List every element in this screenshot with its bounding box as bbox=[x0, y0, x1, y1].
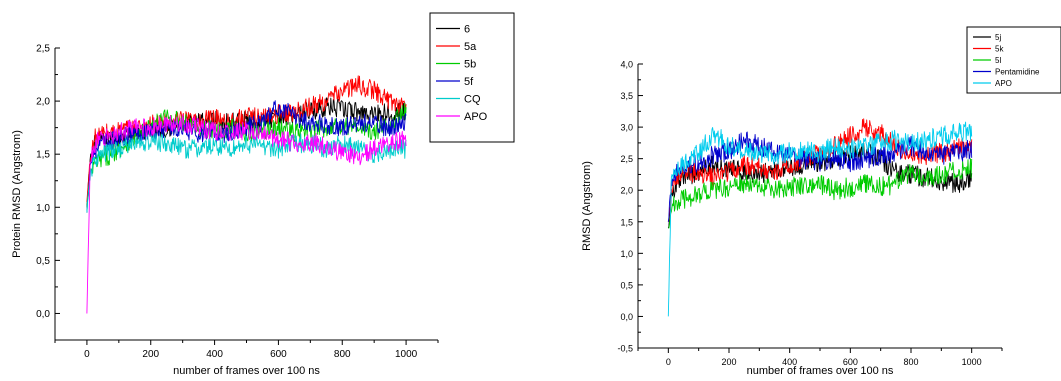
x-tick-label: 200 bbox=[142, 349, 159, 360]
series-line-pentamidine bbox=[667, 131, 973, 222]
y-tick-label: 0,0 bbox=[36, 309, 50, 320]
legend-label-cq: CQ bbox=[464, 93, 481, 105]
y-tick-label: 3,0 bbox=[620, 123, 633, 133]
y-tick-label: 2,0 bbox=[36, 97, 50, 108]
ligand-rmsd-chart: -0,5 0,0 0,5 1,0 1,5 2,0 2,5 3,0 3,5 4,0 0 200 400 60… bbox=[581, 26, 1061, 377]
legend-label-5b: 5b bbox=[464, 58, 476, 70]
legend-label-6: 6 bbox=[464, 23, 470, 35]
legend-label-5j: 5j bbox=[995, 33, 1001, 42]
x-tick-label: 200 bbox=[721, 357, 736, 367]
x-tick-label: 600 bbox=[843, 357, 858, 367]
legend-label-5a: 5a bbox=[464, 41, 477, 53]
x-axis-title: number of frames over 100 ns bbox=[747, 365, 894, 377]
x-tick-label: 400 bbox=[782, 357, 797, 367]
protein-rmsd-chart: 0,0 0,5 1,0 1,5 2,0 2,5 0 200 400 600 800 1000 numbe… bbox=[11, 12, 515, 377]
legend-box bbox=[429, 12, 515, 143]
series-line-5l bbox=[668, 158, 973, 229]
x-tick-label: 800 bbox=[903, 357, 918, 367]
y-tick-label: 4,0 bbox=[620, 60, 633, 70]
y-tick-label: 0,5 bbox=[620, 280, 633, 290]
x-tick-label: 800 bbox=[334, 349, 351, 360]
series-line-apo bbox=[86, 114, 407, 314]
x-tick-label: 1000 bbox=[962, 357, 982, 367]
y-tick-label: 3,5 bbox=[620, 91, 633, 101]
x-tick-label: 400 bbox=[206, 349, 223, 360]
series-line-apo bbox=[667, 121, 973, 317]
x-axis-title: number of frames over 100 ns bbox=[173, 365, 320, 377]
legend-label-apo: APO bbox=[464, 111, 488, 123]
x-tick-label: 1000 bbox=[395, 349, 418, 360]
legend-label-apo: APO bbox=[995, 79, 1012, 88]
x-tick-label: 0 bbox=[84, 349, 90, 360]
y-tick-label: 2,5 bbox=[36, 44, 50, 55]
legend-label-5k: 5k bbox=[995, 44, 1004, 53]
legend-label-pentamidine: Pentamidine bbox=[995, 67, 1040, 76]
y-tick-label: 2,0 bbox=[620, 186, 633, 196]
series-line-5f bbox=[86, 100, 407, 213]
y-axis-title: Protein RMSD (Angstrom) bbox=[11, 130, 23, 258]
y-tick-label: 1,0 bbox=[620, 249, 633, 259]
y-tick-label: -0,5 bbox=[617, 344, 633, 354]
legend-label-5f: 5f bbox=[464, 76, 474, 88]
legend-label-5l: 5l bbox=[995, 56, 1001, 65]
x-tick-label: 0 bbox=[666, 357, 671, 367]
y-axis-title: RMSD (Angstrom) bbox=[581, 161, 593, 251]
y-tick-label: 1,0 bbox=[36, 203, 50, 214]
y-tick-label: 1,5 bbox=[36, 150, 50, 161]
y-tick-label: 2,5 bbox=[620, 154, 633, 164]
y-tick-label: 0,0 bbox=[620, 312, 633, 322]
x-tick-label: 600 bbox=[270, 349, 287, 360]
y-tick-label: 1,5 bbox=[620, 217, 633, 227]
y-tick-label: 0,5 bbox=[36, 256, 50, 267]
series-line-6 bbox=[86, 97, 407, 208]
series-line-5a bbox=[86, 75, 407, 203]
series-line-cq bbox=[86, 132, 407, 213]
